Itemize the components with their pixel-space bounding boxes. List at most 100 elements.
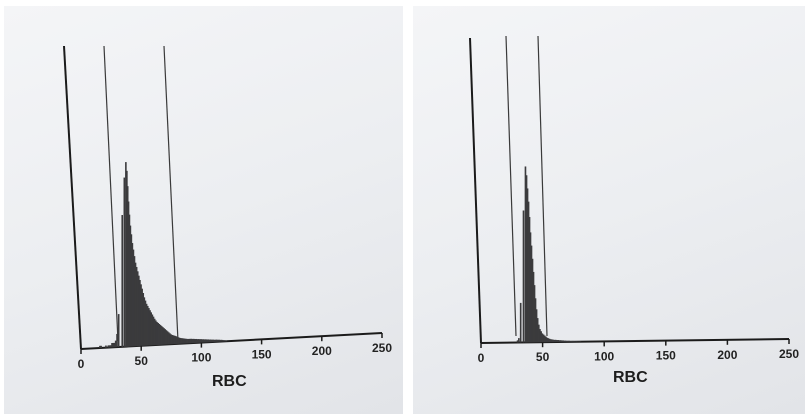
histogram-bar <box>546 337 548 343</box>
histogram-bar <box>199 339 201 343</box>
histogram-bar <box>219 339 222 342</box>
histogram-bar <box>547 338 550 343</box>
histogram-bar <box>184 338 187 344</box>
x-tick-label: 200 <box>312 344 332 358</box>
histogram-bar <box>99 345 101 349</box>
histogram-bar <box>170 334 172 345</box>
histogram-bar <box>175 336 177 345</box>
histogram-bar <box>220 339 223 342</box>
histogram-bar <box>548 338 551 343</box>
histogram-bar <box>554 339 557 343</box>
histogram-bar <box>194 339 196 343</box>
histogram-bar <box>201 339 204 343</box>
threshold-line-lower <box>505 35 517 337</box>
histogram-bar <box>518 338 520 343</box>
histogram-bar <box>522 210 525 343</box>
histogram-bar <box>169 333 171 345</box>
y-axis <box>469 37 482 344</box>
histogram-bar <box>212 339 214 343</box>
x-tick-label: 100 <box>191 351 211 365</box>
histogram-bar <box>541 333 544 343</box>
histogram-bar <box>217 339 219 342</box>
x-axis-label: RBC <box>212 373 247 390</box>
histogram-bar <box>206 339 208 343</box>
histogram-bar <box>208 339 211 343</box>
histogram-bar <box>218 339 220 342</box>
histogram-bar <box>214 339 217 342</box>
histogram-bar <box>224 340 226 342</box>
histogram-bar <box>573 341 576 342</box>
histogram-bar <box>148 308 150 346</box>
histogram-bar <box>552 339 555 343</box>
histogram-bar <box>160 326 163 345</box>
histogram-bar <box>163 328 165 345</box>
histogram-bar <box>177 337 180 344</box>
histogram-bar <box>568 340 571 342</box>
histogram-bar <box>526 188 529 343</box>
histogram-bar <box>183 338 186 344</box>
histogram-bar <box>559 340 562 342</box>
histogram-bar <box>564 340 567 342</box>
histogram-bar <box>524 166 527 343</box>
histogram-right: 0 50 100 150 200 250 RBC <box>469 35 799 386</box>
histogram-bar <box>141 288 143 346</box>
histogram-bar <box>543 335 546 343</box>
histogram-bar <box>532 271 535 343</box>
histogram-bar <box>534 298 537 343</box>
histogram-panel-right: 0 50 100 150 200 250 RBC <box>413 6 805 414</box>
histogram-bar <box>551 339 553 343</box>
histogram-bar <box>130 234 133 347</box>
histogram-bar <box>171 334 174 345</box>
histogram-bar <box>112 342 115 348</box>
histogram-bar <box>133 256 136 347</box>
histogram-bar <box>193 338 195 344</box>
histogram-bar <box>563 340 566 342</box>
histogram-bar <box>178 337 181 344</box>
histogram-bar <box>146 305 149 346</box>
histogram-bar <box>566 340 568 342</box>
histogram-bar <box>173 335 176 345</box>
histogram-bar <box>142 293 145 346</box>
histogram-bar <box>539 329 541 343</box>
histogram-bar <box>535 309 538 343</box>
histogram-bar <box>562 340 564 342</box>
histogram-bar <box>126 170 128 347</box>
histogram-bar <box>149 310 151 346</box>
x-tick-label: 150 <box>252 347 272 361</box>
histogram-bar <box>189 338 192 344</box>
histogram-bar <box>197 339 200 343</box>
histogram-bar <box>558 340 561 342</box>
histogram-bar <box>117 314 120 348</box>
histogram-bar <box>572 340 574 342</box>
histogram-bar <box>203 339 206 343</box>
histogram-bars <box>516 166 582 343</box>
histogram-bar <box>211 339 213 343</box>
histogram-bar <box>182 338 184 344</box>
x-tick-label: 50 <box>135 354 149 368</box>
histogram-bar <box>116 333 118 348</box>
histogram-bar <box>569 340 572 342</box>
histogram-bar <box>152 316 155 346</box>
histogram-bar <box>150 312 152 346</box>
histogram-bar <box>185 338 188 344</box>
histogram-bar <box>570 340 573 342</box>
histogram-bar <box>542 334 545 343</box>
histogram-bar <box>553 339 556 343</box>
histogram-bar <box>108 345 111 348</box>
histogram-bar <box>132 249 135 347</box>
histogram-bar <box>213 339 216 342</box>
x-tick-label: 50 <box>536 350 550 364</box>
histogram-bar <box>215 339 218 342</box>
histogram-bar <box>202 339 205 343</box>
threshold-line-upper <box>537 35 548 337</box>
histogram-bar <box>164 329 167 345</box>
histogram-bar <box>172 335 175 345</box>
histogram-bar <box>567 340 569 342</box>
histogram-bar <box>125 162 127 347</box>
histogram-bar <box>545 336 547 343</box>
histogram-bar <box>129 225 132 347</box>
histogram-bars <box>99 162 228 349</box>
histogram-bar <box>536 318 539 343</box>
histogram-bar <box>181 338 183 344</box>
histogram-bar <box>127 201 130 347</box>
